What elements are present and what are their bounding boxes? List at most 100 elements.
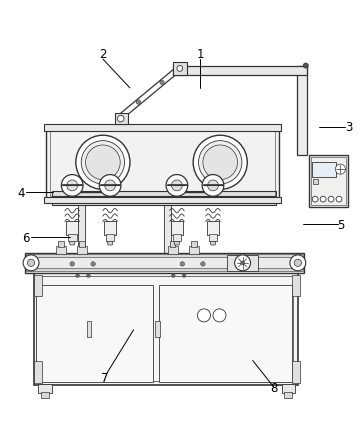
Bar bbox=[87, 321, 91, 337]
Bar bbox=[164, 184, 171, 253]
Bar bbox=[79, 241, 85, 247]
Bar bbox=[189, 246, 199, 254]
Circle shape bbox=[76, 274, 79, 277]
Text: 7: 7 bbox=[101, 372, 108, 385]
Bar bbox=[26, 254, 303, 256]
Circle shape bbox=[336, 196, 342, 202]
Bar bbox=[104, 221, 116, 235]
Circle shape bbox=[23, 255, 39, 271]
Bar bbox=[68, 234, 77, 241]
Circle shape bbox=[27, 259, 35, 266]
Circle shape bbox=[312, 196, 318, 202]
Bar bbox=[25, 253, 304, 273]
Circle shape bbox=[86, 145, 120, 179]
Bar bbox=[297, 66, 307, 155]
Circle shape bbox=[303, 63, 308, 68]
Circle shape bbox=[81, 140, 125, 184]
Circle shape bbox=[320, 196, 326, 202]
Circle shape bbox=[213, 309, 226, 322]
Circle shape bbox=[87, 274, 90, 277]
Circle shape bbox=[335, 164, 345, 174]
Bar bbox=[191, 241, 197, 247]
Bar bbox=[26, 268, 303, 271]
Circle shape bbox=[328, 196, 334, 202]
Circle shape bbox=[180, 262, 184, 266]
Bar bbox=[52, 200, 276, 205]
Bar bbox=[171, 221, 183, 235]
Bar bbox=[46, 128, 279, 200]
Bar bbox=[106, 234, 114, 241]
Text: 6: 6 bbox=[22, 232, 30, 245]
Bar bbox=[56, 246, 66, 254]
Bar bbox=[44, 197, 281, 203]
Bar bbox=[34, 275, 42, 296]
Bar bbox=[309, 155, 348, 207]
Circle shape bbox=[99, 175, 121, 196]
Text: 2: 2 bbox=[99, 48, 106, 61]
Circle shape bbox=[166, 175, 188, 196]
Text: 1: 1 bbox=[197, 48, 204, 61]
Bar bbox=[209, 234, 217, 241]
Bar bbox=[50, 131, 275, 196]
Circle shape bbox=[193, 135, 247, 189]
Circle shape bbox=[177, 66, 183, 71]
Bar bbox=[312, 162, 336, 177]
Bar bbox=[173, 66, 307, 75]
Circle shape bbox=[241, 261, 244, 264]
Bar bbox=[34, 273, 298, 385]
Bar bbox=[282, 384, 295, 392]
Circle shape bbox=[199, 140, 242, 184]
Bar bbox=[292, 361, 300, 383]
Bar bbox=[36, 285, 153, 382]
Circle shape bbox=[136, 100, 140, 104]
Bar bbox=[77, 246, 87, 254]
Circle shape bbox=[208, 180, 218, 191]
Bar bbox=[44, 124, 281, 131]
Circle shape bbox=[171, 274, 175, 277]
Circle shape bbox=[117, 115, 124, 122]
Bar bbox=[227, 255, 258, 271]
Circle shape bbox=[290, 255, 306, 271]
Circle shape bbox=[197, 309, 210, 322]
Text: 4: 4 bbox=[17, 187, 25, 200]
Bar bbox=[173, 234, 181, 241]
Bar bbox=[52, 191, 276, 196]
Bar bbox=[168, 246, 178, 254]
Polygon shape bbox=[210, 241, 216, 245]
Circle shape bbox=[182, 274, 186, 277]
Circle shape bbox=[67, 180, 78, 191]
Bar bbox=[66, 221, 78, 235]
Bar bbox=[159, 285, 292, 382]
Circle shape bbox=[294, 259, 301, 266]
Bar bbox=[39, 276, 293, 381]
Circle shape bbox=[91, 262, 95, 266]
Circle shape bbox=[201, 262, 205, 266]
Bar bbox=[284, 392, 292, 398]
Text: 3: 3 bbox=[345, 121, 352, 134]
Bar bbox=[313, 179, 318, 184]
Bar bbox=[311, 157, 346, 205]
Polygon shape bbox=[174, 241, 180, 245]
Bar bbox=[41, 392, 49, 398]
Circle shape bbox=[105, 180, 116, 191]
Bar bbox=[170, 241, 175, 247]
Bar bbox=[173, 62, 187, 75]
Polygon shape bbox=[69, 241, 75, 245]
Circle shape bbox=[70, 262, 74, 266]
Bar bbox=[58, 241, 64, 247]
Bar bbox=[34, 361, 42, 383]
Bar bbox=[155, 321, 160, 337]
Circle shape bbox=[61, 175, 83, 196]
Bar bbox=[207, 221, 219, 235]
Text: 5: 5 bbox=[338, 218, 345, 232]
Polygon shape bbox=[107, 241, 113, 245]
Circle shape bbox=[160, 80, 164, 85]
Circle shape bbox=[202, 175, 224, 196]
Bar bbox=[115, 113, 128, 124]
Bar bbox=[78, 184, 85, 253]
Bar bbox=[38, 384, 52, 392]
Circle shape bbox=[171, 180, 182, 191]
Circle shape bbox=[76, 135, 130, 189]
Circle shape bbox=[203, 145, 238, 179]
Text: 8: 8 bbox=[271, 382, 278, 395]
